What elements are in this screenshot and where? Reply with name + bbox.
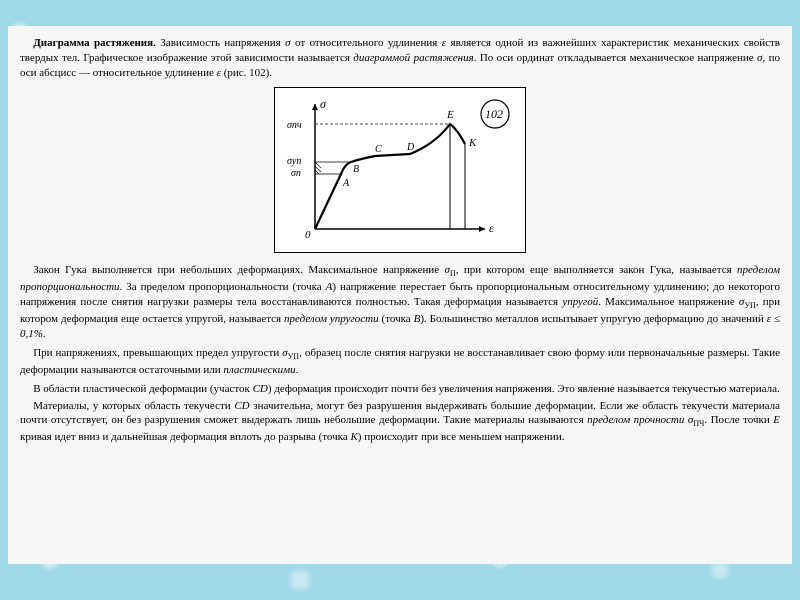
document-page: Диаграмма растяжения. Зависимость напряж…	[8, 26, 792, 564]
paragraph-1: Диаграмма растяжения. Зависимость напряж…	[20, 36, 780, 81]
paragraph-4: В области пластической деформации (участ…	[20, 382, 780, 397]
svg-text:B: B	[353, 164, 359, 175]
svg-text:K: K	[468, 137, 477, 149]
stress-strain-diagram: A B C D E K σ ε 0 σпч σуп σп 102	[285, 94, 515, 244]
paragraph-2: Закон Гука выполняется при небольших деф…	[20, 263, 780, 342]
paragraph-5: Материалы, у которых область текучести C…	[20, 399, 780, 446]
title: Диаграмма растяжения	[33, 37, 153, 49]
svg-text:C: C	[375, 144, 382, 155]
svg-text:102: 102	[485, 107, 503, 121]
svg-text:E: E	[446, 109, 454, 121]
figure-102: A B C D E K σ ε 0 σпч σуп σп 102	[274, 87, 526, 254]
svg-text:σп: σп	[291, 168, 301, 179]
paragraph-3: При напряжениях, превышающих предел упру…	[20, 346, 780, 378]
svg-text:A: A	[342, 178, 350, 189]
svg-text:σ: σ	[320, 97, 327, 111]
svg-text:ε: ε	[489, 221, 494, 235]
svg-text:0: 0	[305, 229, 311, 241]
figure-wrap: A B C D E K σ ε 0 σпч σуп σп 102	[20, 87, 780, 254]
svg-text:σуп: σуп	[287, 156, 301, 167]
svg-text:σпч: σпч	[287, 120, 302, 131]
svg-text:D: D	[406, 142, 415, 153]
